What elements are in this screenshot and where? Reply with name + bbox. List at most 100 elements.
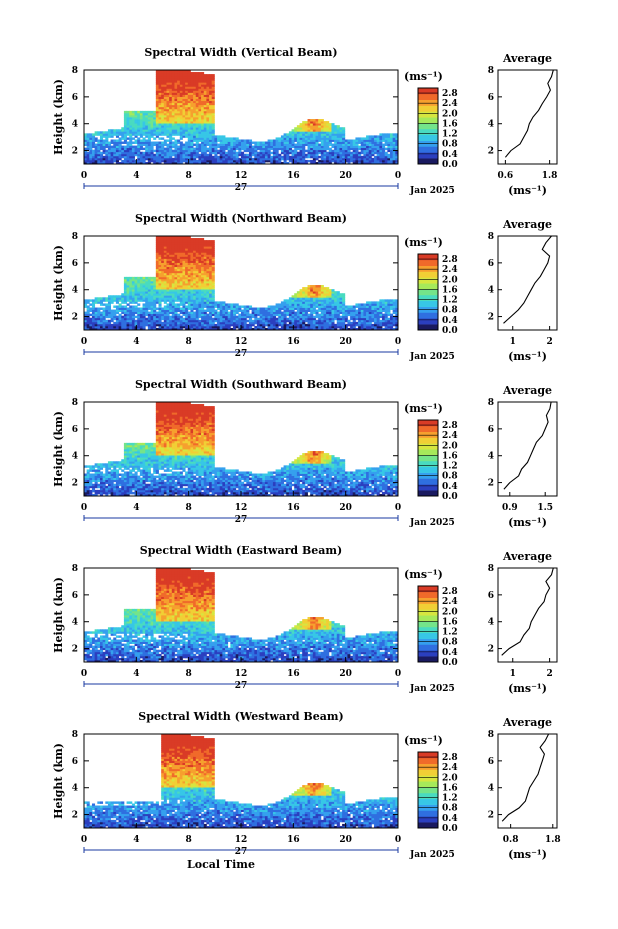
heatmap-cell bbox=[241, 151, 245, 155]
heatmap-cell bbox=[203, 127, 207, 130]
heatmap-cell bbox=[161, 86, 165, 89]
heatmap-cell bbox=[91, 157, 96, 161]
heatmap-cell bbox=[155, 252, 159, 255]
heatmap-cell bbox=[153, 283, 157, 286]
heatmap-cell bbox=[195, 104, 199, 108]
heatmap-cell bbox=[315, 133, 319, 136]
heatmap-cell bbox=[347, 305, 351, 308]
heatmap-cell bbox=[198, 157, 202, 161]
heatmap-cell bbox=[382, 155, 386, 159]
heatmap-cell bbox=[201, 114, 205, 118]
heatmap-cell bbox=[126, 278, 130, 282]
heatmap-cell bbox=[209, 94, 213, 97]
heatmap-cell bbox=[185, 278, 189, 282]
heatmap-cell bbox=[107, 303, 112, 306]
heatmap-cell bbox=[150, 155, 154, 159]
heatmap-cell bbox=[328, 139, 332, 142]
heatmap-cell bbox=[294, 311, 298, 315]
heatmap-cell bbox=[155, 129, 159, 132]
heatmap-cell bbox=[304, 161, 308, 165]
heatmap-cell bbox=[102, 315, 106, 319]
heatmap-cell bbox=[161, 240, 165, 243]
heatmap-cell bbox=[137, 285, 141, 288]
heatmap-cell bbox=[206, 119, 210, 122]
heatmap-cell bbox=[339, 155, 343, 159]
heatmap-cell bbox=[179, 106, 183, 110]
heatmap-cell bbox=[185, 125, 189, 128]
heatmap-cell bbox=[142, 143, 146, 147]
heatmap-cell bbox=[169, 108, 173, 112]
heatmap-cell bbox=[171, 313, 175, 317]
heatmap-cell bbox=[107, 319, 112, 323]
heatmap-cell bbox=[339, 147, 343, 151]
heatmap-cell bbox=[174, 321, 178, 325]
heatmap-cell bbox=[113, 147, 117, 151]
heatmap-cell bbox=[107, 309, 112, 313]
heatmap-cell bbox=[270, 141, 274, 144]
heatmap-cell bbox=[177, 131, 181, 134]
heatmap-cell bbox=[203, 90, 207, 93]
heatmap-cell bbox=[139, 161, 143, 165]
heatmap-cell bbox=[190, 147, 194, 151]
heatmap-cell bbox=[134, 287, 138, 290]
heatmap-cell bbox=[248, 159, 253, 163]
heatmap-cell bbox=[190, 82, 194, 85]
heatmap-cell bbox=[99, 145, 104, 149]
heatmap-cell bbox=[158, 137, 162, 140]
heatmap-cell bbox=[185, 323, 189, 327]
heatmap-cell bbox=[211, 76, 215, 79]
heatmap-cell bbox=[254, 147, 258, 151]
heatmap-cell bbox=[211, 90, 215, 93]
heatmap-cell bbox=[139, 299, 143, 302]
heatmap-cell bbox=[310, 123, 314, 126]
heatmap-cell bbox=[179, 84, 183, 87]
heatmap-cell bbox=[352, 155, 356, 159]
heatmap-cell bbox=[379, 161, 383, 165]
heatmap-cell bbox=[217, 135, 221, 138]
heatmap-cell bbox=[110, 319, 114, 323]
heatmap-cell bbox=[158, 78, 162, 81]
heatmap-cell bbox=[118, 131, 122, 134]
heatmap-cell bbox=[177, 323, 181, 327]
heatmap-cell bbox=[134, 141, 138, 144]
heatmap-cell bbox=[182, 125, 186, 128]
heatmap-cell bbox=[193, 123, 197, 126]
heatmap-cell bbox=[182, 252, 186, 255]
heatmap-cell bbox=[336, 145, 340, 149]
heatmap-cell bbox=[131, 301, 135, 304]
heatmap-cell bbox=[89, 319, 93, 323]
heatmap-cell bbox=[230, 157, 234, 161]
heatmap-cell bbox=[179, 121, 183, 124]
heatmap-cell bbox=[97, 139, 101, 142]
heatmap-cell bbox=[241, 141, 245, 144]
heatmap-cell bbox=[139, 293, 143, 296]
heatmap-cell bbox=[182, 289, 186, 292]
heatmap-cell bbox=[177, 123, 181, 126]
heatmap-cell bbox=[182, 278, 186, 282]
heatmap-cell bbox=[182, 301, 186, 304]
heatmap-cell bbox=[139, 129, 143, 132]
heatmap-cell bbox=[129, 313, 133, 317]
heatmap-cell bbox=[102, 155, 106, 159]
heatmap-cell bbox=[171, 264, 175, 268]
y-tick-label: 2 bbox=[72, 147, 78, 157]
heatmap-cell bbox=[171, 238, 175, 241]
heatmap-cell bbox=[262, 143, 266, 147]
heatmap-cell bbox=[158, 159, 162, 163]
heatmap-cell bbox=[142, 147, 146, 151]
heatmap-cell bbox=[254, 143, 258, 147]
heatmap-cell bbox=[147, 301, 151, 304]
heatmap-cell bbox=[123, 137, 127, 140]
heatmap-cell bbox=[182, 100, 186, 104]
heatmap-cell bbox=[153, 311, 157, 315]
heatmap-cell bbox=[161, 309, 165, 313]
heatmap-cell bbox=[272, 149, 276, 153]
heatmap-cell bbox=[94, 143, 98, 147]
heatmap-cell bbox=[161, 147, 165, 151]
heatmap-cell bbox=[142, 139, 146, 142]
heatmap-cell bbox=[163, 252, 167, 255]
heatmap-cell bbox=[115, 325, 119, 329]
heatmap-cell bbox=[84, 153, 88, 157]
heatmap-cell bbox=[315, 127, 319, 130]
heatmap-cell bbox=[339, 153, 343, 157]
